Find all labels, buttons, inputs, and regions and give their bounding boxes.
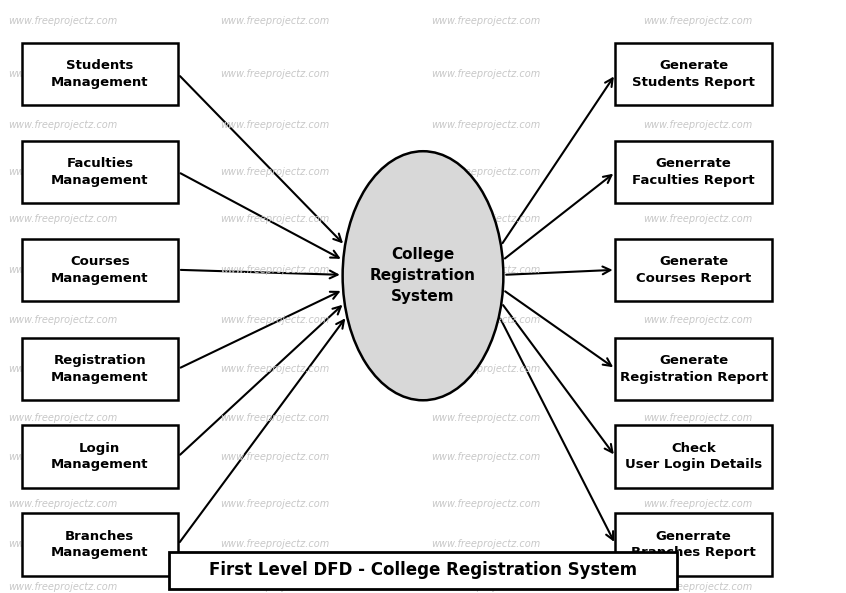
Text: www.freeprojectz.com: www.freeprojectz.com	[220, 69, 329, 79]
Text: www.freeprojectz.com: www.freeprojectz.com	[220, 364, 329, 374]
Text: www.freeprojectz.com: www.freeprojectz.com	[220, 16, 329, 25]
Text: www.freeprojectz.com: www.freeprojectz.com	[431, 120, 541, 129]
Text: www.freeprojectz.com: www.freeprojectz.com	[431, 452, 541, 461]
Text: www.freeprojectz.com: www.freeprojectz.com	[643, 499, 752, 509]
Text: www.freeprojectz.com: www.freeprojectz.com	[8, 499, 118, 509]
Text: www.freeprojectz.com: www.freeprojectz.com	[8, 540, 118, 549]
FancyBboxPatch shape	[615, 239, 772, 301]
Text: Check
User Login Details: Check User Login Details	[625, 442, 762, 471]
Text: Faculties
Management: Faculties Management	[51, 157, 149, 187]
Text: Courses
Management: Courses Management	[51, 255, 149, 285]
Text: www.freeprojectz.com: www.freeprojectz.com	[643, 69, 752, 79]
Text: Students
Management: Students Management	[51, 59, 149, 89]
Text: www.freeprojectz.com: www.freeprojectz.com	[643, 167, 752, 177]
Text: www.freeprojectz.com: www.freeprojectz.com	[431, 364, 541, 374]
Ellipse shape	[343, 151, 503, 400]
Text: www.freeprojectz.com: www.freeprojectz.com	[643, 540, 752, 549]
FancyBboxPatch shape	[615, 43, 772, 106]
Text: www.freeprojectz.com: www.freeprojectz.com	[8, 167, 118, 177]
Text: Generate
Courses Report: Generate Courses Report	[636, 255, 751, 285]
Text: www.freeprojectz.com: www.freeprojectz.com	[220, 582, 329, 592]
FancyBboxPatch shape	[615, 514, 772, 575]
Text: Generrate
Branches Report: Generrate Branches Report	[631, 530, 756, 559]
Text: www.freeprojectz.com: www.freeprojectz.com	[431, 167, 541, 177]
Text: www.freeprojectz.com: www.freeprojectz.com	[220, 540, 329, 549]
Text: www.freeprojectz.com: www.freeprojectz.com	[8, 265, 118, 275]
FancyBboxPatch shape	[169, 552, 677, 589]
Text: www.freeprojectz.com: www.freeprojectz.com	[8, 452, 118, 461]
Text: www.freeprojectz.com: www.freeprojectz.com	[431, 540, 541, 549]
Text: www.freeprojectz.com: www.freeprojectz.com	[220, 315, 329, 325]
Text: Login
Management: Login Management	[51, 442, 149, 471]
Text: www.freeprojectz.com: www.freeprojectz.com	[431, 582, 541, 592]
Text: www.freeprojectz.com: www.freeprojectz.com	[643, 315, 752, 325]
FancyBboxPatch shape	[615, 338, 772, 400]
Text: www.freeprojectz.com: www.freeprojectz.com	[431, 16, 541, 25]
Text: www.freeprojectz.com: www.freeprojectz.com	[643, 364, 752, 374]
FancyBboxPatch shape	[21, 426, 178, 487]
FancyBboxPatch shape	[21, 338, 178, 400]
Text: www.freeprojectz.com: www.freeprojectz.com	[431, 413, 541, 423]
Text: www.freeprojectz.com: www.freeprojectz.com	[8, 16, 118, 25]
FancyBboxPatch shape	[21, 239, 178, 301]
Text: www.freeprojectz.com: www.freeprojectz.com	[643, 265, 752, 275]
Text: College
Registration
System: College Registration System	[370, 247, 476, 304]
Text: www.freeprojectz.com: www.freeprojectz.com	[220, 167, 329, 177]
Text: Branches
Management: Branches Management	[51, 530, 149, 559]
Text: www.freeprojectz.com: www.freeprojectz.com	[8, 315, 118, 325]
Text: www.freeprojectz.com: www.freeprojectz.com	[220, 413, 329, 423]
Text: Registration
Management: Registration Management	[51, 354, 149, 384]
FancyBboxPatch shape	[21, 43, 178, 106]
Text: www.freeprojectz.com: www.freeprojectz.com	[8, 582, 118, 592]
Text: www.freeprojectz.com: www.freeprojectz.com	[431, 215, 541, 224]
Text: www.freeprojectz.com: www.freeprojectz.com	[431, 499, 541, 509]
Text: www.freeprojectz.com: www.freeprojectz.com	[8, 413, 118, 423]
Text: www.freeprojectz.com: www.freeprojectz.com	[220, 120, 329, 129]
Text: First Level DFD - College Registration System: First Level DFD - College Registration S…	[209, 562, 637, 579]
Text: www.freeprojectz.com: www.freeprojectz.com	[220, 265, 329, 275]
Text: www.freeprojectz.com: www.freeprojectz.com	[643, 413, 752, 423]
Text: www.freeprojectz.com: www.freeprojectz.com	[643, 582, 752, 592]
Text: www.freeprojectz.com: www.freeprojectz.com	[643, 16, 752, 25]
Text: Generate
Students Report: Generate Students Report	[632, 59, 755, 89]
Text: www.freeprojectz.com: www.freeprojectz.com	[431, 315, 541, 325]
Text: www.freeprojectz.com: www.freeprojectz.com	[643, 120, 752, 129]
Text: www.freeprojectz.com: www.freeprojectz.com	[643, 215, 752, 224]
Text: www.freeprojectz.com: www.freeprojectz.com	[431, 265, 541, 275]
Text: www.freeprojectz.com: www.freeprojectz.com	[220, 215, 329, 224]
FancyBboxPatch shape	[21, 514, 178, 575]
Text: www.freeprojectz.com: www.freeprojectz.com	[8, 120, 118, 129]
Text: www.freeprojectz.com: www.freeprojectz.com	[220, 499, 329, 509]
FancyBboxPatch shape	[615, 426, 772, 487]
FancyBboxPatch shape	[21, 141, 178, 203]
Text: www.freeprojectz.com: www.freeprojectz.com	[8, 215, 118, 224]
Text: www.freeprojectz.com: www.freeprojectz.com	[643, 452, 752, 461]
Text: www.freeprojectz.com: www.freeprojectz.com	[220, 452, 329, 461]
Text: www.freeprojectz.com: www.freeprojectz.com	[8, 364, 118, 374]
Text: www.freeprojectz.com: www.freeprojectz.com	[431, 69, 541, 79]
FancyBboxPatch shape	[615, 141, 772, 203]
Text: www.freeprojectz.com: www.freeprojectz.com	[8, 69, 118, 79]
Text: Generate
Registration Report: Generate Registration Report	[619, 354, 768, 384]
Text: Generrate
Faculties Report: Generrate Faculties Report	[633, 157, 755, 187]
